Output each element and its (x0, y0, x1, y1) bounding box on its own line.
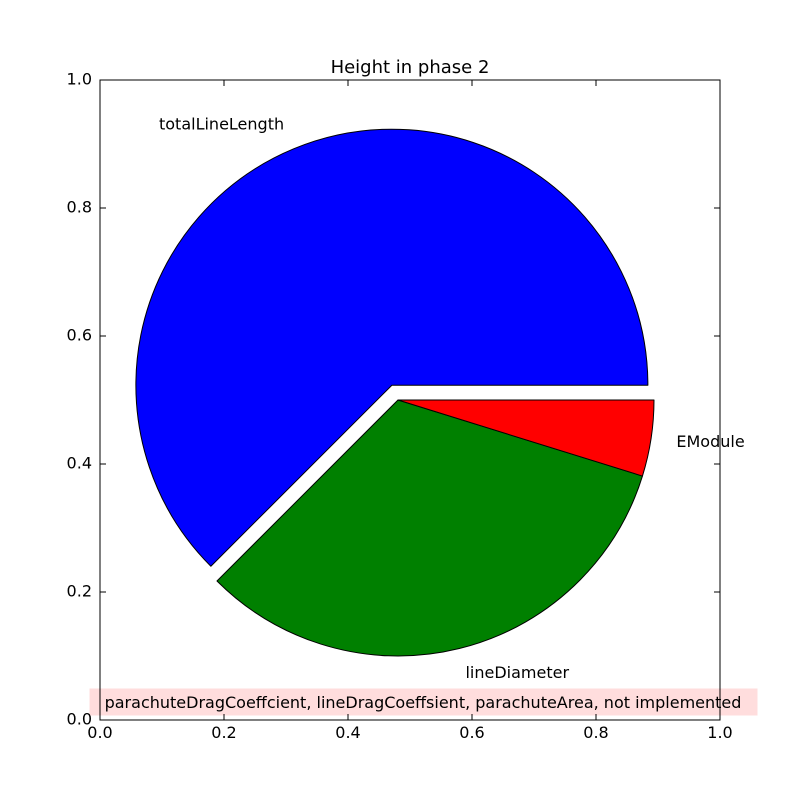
x-tick-label: 1.0 (707, 723, 732, 742)
ticks-layer: 0.0 0.2 0.4 0.6 0.8 1.0 0.0 0.2 0.4 0.6 0.8 1.0 (67, 70, 733, 743)
chart-title: Height in phase 2 (331, 57, 490, 78)
y-tick-label: 0.8 (67, 198, 92, 217)
y-tick-label: 0.2 (67, 582, 92, 601)
x-tick-label: 0.0 (87, 723, 112, 742)
slice-labels-layer: totalLineLength lineDiameter EModule (159, 115, 745, 682)
annotation-background (89, 688, 758, 716)
annotation-text: parachuteDragCoeffcient, lineDragCoeffsi… (105, 693, 742, 712)
x-tick-label: 0.8 (583, 723, 608, 742)
slices-layer (135, 128, 655, 657)
y-tick-label: 0.0 (67, 710, 92, 729)
pie-slice-emodule (397, 399, 655, 477)
pie-slice-line-diameter (216, 399, 643, 657)
y-tick-label: 0.4 (67, 454, 92, 473)
x-tick-label: 0.6 (459, 723, 484, 742)
pie-slice-total-line-length (135, 128, 649, 567)
plot-frame (99, 79, 721, 721)
slice-label-line-diameter: lineDiameter (465, 663, 569, 682)
x-tick-label: 0.4 (335, 723, 360, 742)
x-tick-label: 0.2 (211, 723, 236, 742)
y-tick-label: 0.6 (67, 326, 92, 345)
slice-label-emodule: EModule (676, 432, 744, 451)
y-tick-label: 1.0 (67, 70, 92, 89)
slice-label-total-line-length: totalLineLength (159, 115, 284, 134)
